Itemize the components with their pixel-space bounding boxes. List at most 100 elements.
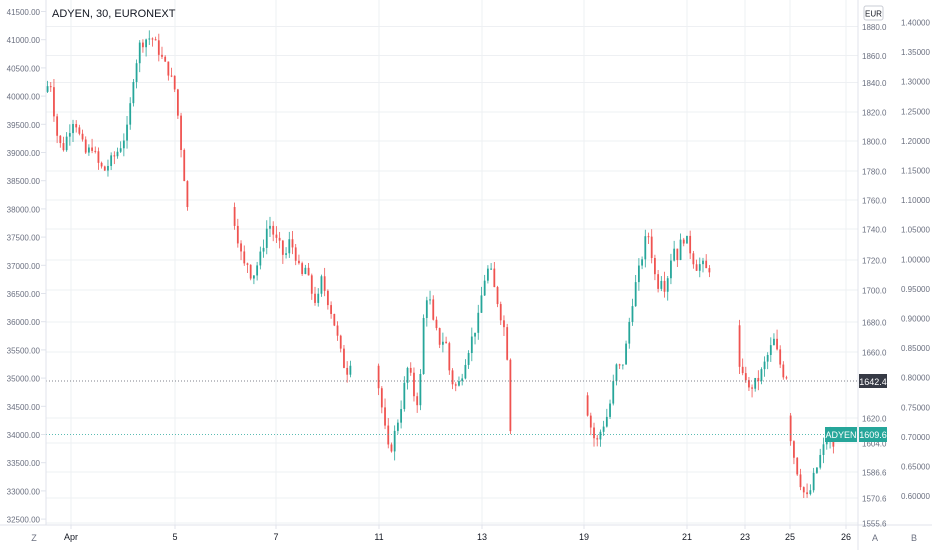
section-3 (377, 261, 512, 461)
price-axis-label: 1780.0 (862, 168, 887, 177)
candle (59, 135, 62, 148)
candle (586, 392, 589, 417)
candle (634, 274, 637, 307)
gridlines (46, 0, 858, 525)
candle (670, 253, 672, 285)
time-axis-label: 11 (374, 532, 383, 542)
candle (233, 202, 236, 230)
left-axis-label: 34000.00 (7, 431, 41, 440)
candle (259, 246, 262, 270)
candle (602, 420, 605, 436)
candle (464, 359, 467, 380)
candle (454, 382, 457, 392)
price-axis-label: 1880.0 (862, 23, 887, 32)
candle (422, 314, 425, 375)
left-axis-label: 40500.00 (7, 64, 41, 73)
price-axis-label: 1860.0 (862, 52, 887, 61)
candle (637, 258, 640, 291)
left-axis[interactable]: 41500.00 41000.00 40500.00 40000.00 39500.00… (7, 8, 46, 525)
candle (679, 233, 682, 261)
candle (686, 235, 688, 244)
ratio-axis-label: 1.40000 (901, 19, 930, 28)
time-axis[interactable]: Apr 5 7 11 13 19 21 23 25 26 (64, 525, 851, 542)
price-axis-label: 1660.0 (862, 349, 887, 358)
candle (285, 247, 287, 259)
candle (167, 61, 170, 81)
candle (186, 180, 189, 211)
candle (663, 271, 666, 298)
candle (763, 356, 766, 377)
left-axis-label: 35500.00 (7, 346, 41, 355)
ratio-axis-label: 0.95000 (901, 285, 930, 294)
candle (757, 370, 760, 391)
price-axis-label: 1820.0 (862, 109, 887, 118)
candle (265, 220, 268, 255)
candle (673, 240, 676, 262)
candle (486, 265, 489, 284)
currency-button[interactable]: EUR (863, 5, 884, 21)
candle (654, 254, 656, 281)
candle (754, 377, 757, 392)
candle (647, 232, 650, 244)
ratio-axis-label: 1.10000 (901, 196, 930, 205)
candle (310, 273, 313, 300)
scale-z-button[interactable]: Z (31, 533, 37, 543)
crosshair-price-tag: 1642.4 (859, 374, 887, 388)
candle (621, 364, 624, 370)
candle (49, 82, 52, 92)
candle (509, 358, 512, 435)
candle (301, 261, 304, 276)
candle (785, 375, 788, 380)
svg-text:B: B (911, 533, 917, 543)
price-axis-label: 1680.0 (862, 319, 887, 328)
scale-auto-button[interactable]: A (872, 533, 878, 543)
candlesticks (46, 30, 835, 498)
ratio-axis[interactable]: 1.40000 1.35000 1.30000 1.25000 1.20000 1.150… (901, 19, 930, 502)
left-axis-label: 39000.00 (7, 149, 41, 158)
candle (793, 440, 795, 465)
candle (738, 319, 741, 375)
currency-label: EUR (865, 10, 882, 19)
candle (773, 333, 775, 346)
price-axis-label: 1570.6 (862, 495, 887, 504)
candle (243, 245, 246, 266)
candle (46, 80, 49, 93)
candle (809, 484, 812, 496)
candle (409, 362, 412, 376)
candle (666, 275, 669, 301)
price-axis-label: 1740.0 (862, 226, 887, 235)
candle (631, 298, 634, 326)
ratio-axis-label: 1.00000 (901, 255, 930, 264)
scale-base-button[interactable]: B (911, 533, 917, 543)
candle (599, 429, 602, 447)
candle (326, 289, 329, 310)
candle (432, 295, 435, 321)
candle (483, 274, 486, 296)
candle (493, 261, 496, 288)
time-axis-label: 21 (682, 532, 692, 542)
time-axis-label: 25 (785, 532, 795, 542)
candle (461, 373, 464, 386)
left-axis-label: 33000.00 (7, 487, 41, 496)
candle (689, 230, 692, 260)
left-axis-label: 36000.00 (7, 318, 41, 327)
candle (657, 270, 660, 293)
time-axis-label: 7 (273, 532, 278, 542)
candle (107, 159, 109, 177)
reference-lines (46, 380, 858, 435)
price-axis[interactable]: 1880.0 1860.0 1840.0 1820.0 1800.0 1780.0 1760… (862, 23, 887, 529)
candle (103, 165, 106, 171)
price-axis-label: 1720.0 (862, 257, 887, 266)
price-axis-label: 1620.0 (862, 415, 887, 424)
candle (53, 78, 55, 122)
candle (56, 113, 59, 144)
candle (330, 301, 332, 319)
svg-text:A: A (872, 533, 878, 543)
candle (170, 67, 173, 78)
candle (272, 221, 275, 242)
candle (660, 276, 663, 292)
ratio-axis-label: 0.65000 (901, 463, 930, 472)
candle (413, 367, 415, 402)
